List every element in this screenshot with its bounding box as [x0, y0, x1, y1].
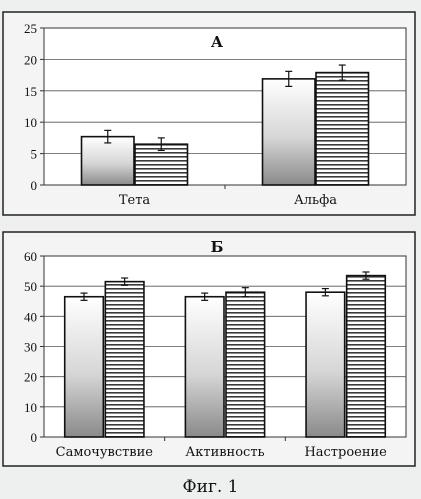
- bar: [305, 291, 346, 438]
- category-label: Тета: [119, 193, 151, 208]
- bar: [80, 135, 135, 186]
- category-label: Настроение: [304, 445, 387, 460]
- y-tick-label: 5: [31, 147, 38, 162]
- chart-title: А: [211, 33, 224, 51]
- bar: [184, 295, 225, 438]
- chart-b: 0 10 20 30 40 50 60 Б Самочувствие Активность Наст…: [2, 231, 416, 467]
- y-tick-label: 0: [31, 430, 38, 445]
- bar: [345, 274, 387, 438]
- y-tick-label: 0: [31, 178, 38, 193]
- chart-a: 0 5 10 15 20 25 А Тета Альфа: [2, 11, 416, 216]
- bar: [104, 280, 145, 438]
- y-tick-label: 25: [24, 21, 37, 36]
- bar: [225, 291, 266, 438]
- y-tick-label: 20: [24, 52, 37, 67]
- bar: [261, 78, 316, 186]
- bar: [63, 295, 105, 438]
- bar: [315, 71, 370, 186]
- category-label: Альфа: [294, 193, 337, 208]
- category-label: Активность: [185, 445, 264, 460]
- y-tick-label: 15: [24, 84, 37, 99]
- y-tick-label: 10: [24, 400, 37, 415]
- category-label: Самочувствие: [56, 445, 154, 460]
- chart-title: Б: [211, 238, 224, 256]
- y-tick-label: 50: [24, 279, 37, 294]
- y-tick-label: 60: [24, 249, 37, 264]
- y-tick-label: 30: [24, 340, 37, 355]
- y-tick-label: 10: [24, 115, 37, 130]
- figure-caption: Фиг. 1: [182, 477, 239, 497]
- y-tick-label: 40: [24, 309, 37, 324]
- y-tick-label: 20: [24, 370, 37, 385]
